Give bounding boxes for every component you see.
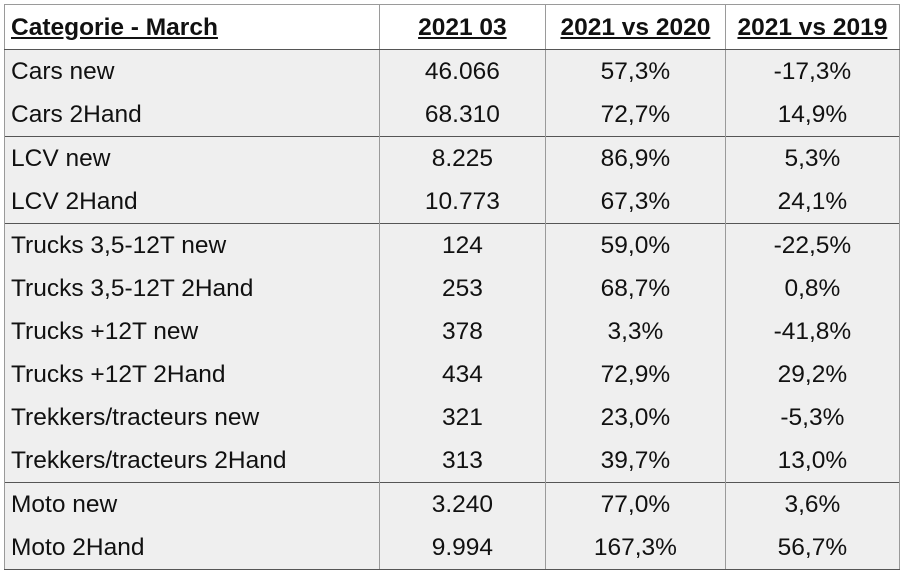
table-row: Trekkers/tracteurs 2Hand 313 39,7% 13,0% bbox=[4, 439, 900, 483]
row-label: Cars new bbox=[4, 49, 380, 93]
row-value-2021: 8.225 bbox=[378, 136, 547, 180]
row-vs-2019: 56,7% bbox=[724, 526, 900, 570]
row-label: Trucks +12T 2Hand bbox=[4, 353, 380, 396]
registrations-table: Categorie - March 2021 03 2021 vs 2020 2… bbox=[4, 4, 900, 570]
row-value-2021: 10.773 bbox=[378, 180, 547, 224]
row-label: Trucks +12T new bbox=[4, 310, 380, 353]
row-label: Cars 2Hand bbox=[4, 93, 380, 137]
row-vs-2020: 67,3% bbox=[545, 180, 726, 224]
row-vs-2020: 59,0% bbox=[545, 223, 726, 267]
row-label: Moto 2Hand bbox=[4, 526, 380, 570]
table-row: LCV 2Hand 10.773 67,3% 24,1% bbox=[4, 180, 900, 224]
header-row: Categorie - March 2021 03 2021 vs 2020 2… bbox=[4, 4, 900, 50]
row-label: Trucks 3,5-12T new bbox=[4, 223, 380, 267]
row-vs-2019: -41,8% bbox=[724, 310, 900, 353]
header-2021-03: 2021 03 bbox=[378, 4, 547, 50]
row-label: Trekkers/tracteurs new bbox=[4, 396, 380, 439]
row-vs-2020: 72,9% bbox=[545, 353, 726, 396]
table-row: Cars 2Hand 68.310 72,7% 14,9% bbox=[4, 93, 900, 137]
row-label: Trucks 3,5-12T 2Hand bbox=[4, 267, 380, 310]
row-value-2021: 378 bbox=[378, 310, 547, 353]
row-label: LCV 2Hand bbox=[4, 180, 380, 224]
row-value-2021: 434 bbox=[378, 353, 547, 396]
row-vs-2019: 5,3% bbox=[724, 136, 900, 180]
row-vs-2019: 0,8% bbox=[724, 267, 900, 310]
table-row: Trucks 3,5-12T 2Hand 253 68,7% 0,8% bbox=[4, 267, 900, 310]
table-row: Trekkers/tracteurs new 321 23,0% -5,3% bbox=[4, 396, 900, 439]
row-value-2021: 9.994 bbox=[378, 526, 547, 570]
table-row: Cars new 46.066 57,3% -17,3% bbox=[4, 49, 900, 93]
row-vs-2020: 72,7% bbox=[545, 93, 726, 137]
row-vs-2019: 24,1% bbox=[724, 180, 900, 224]
table-row: Moto new 3.240 77,0% 3,6% bbox=[4, 482, 900, 526]
row-vs-2019: -22,5% bbox=[724, 223, 900, 267]
table-row: Trucks +12T new 378 3,3% -41,8% bbox=[4, 310, 900, 353]
row-vs-2019: -17,3% bbox=[724, 49, 900, 93]
row-vs-2020: 167,3% bbox=[545, 526, 726, 570]
header-category: Categorie - March bbox=[4, 4, 380, 50]
row-vs-2019: 29,2% bbox=[724, 353, 900, 396]
table-row: Moto 2Hand 9.994 167,3% 56,7% bbox=[4, 526, 900, 570]
row-value-2021: 253 bbox=[378, 267, 547, 310]
row-vs-2020: 86,9% bbox=[545, 136, 726, 180]
table-row: LCV new 8.225 86,9% 5,3% bbox=[4, 136, 900, 180]
row-value-2021: 321 bbox=[378, 396, 547, 439]
row-vs-2020: 68,7% bbox=[545, 267, 726, 310]
table-row: Trucks 3,5-12T new 124 59,0% -22,5% bbox=[4, 223, 900, 267]
row-label: LCV new bbox=[4, 136, 380, 180]
row-value-2021: 124 bbox=[378, 223, 547, 267]
row-vs-2020: 23,0% bbox=[545, 396, 726, 439]
row-vs-2019: 3,6% bbox=[724, 482, 900, 526]
header-2021-vs-2019: 2021 vs 2019 bbox=[724, 4, 900, 50]
row-vs-2020: 57,3% bbox=[545, 49, 726, 93]
row-vs-2020: 77,0% bbox=[545, 482, 726, 526]
table-row: Trucks +12T 2Hand 434 72,9% 29,2% bbox=[4, 353, 900, 396]
row-vs-2020: 39,7% bbox=[545, 439, 726, 483]
row-value-2021: 46.066 bbox=[378, 49, 547, 93]
header-2021-vs-2020: 2021 vs 2020 bbox=[545, 4, 726, 50]
row-vs-2019: 14,9% bbox=[724, 93, 900, 137]
row-value-2021: 68.310 bbox=[378, 93, 547, 137]
row-vs-2020: 3,3% bbox=[545, 310, 726, 353]
row-label: Moto new bbox=[4, 482, 380, 526]
row-label: Trekkers/tracteurs 2Hand bbox=[4, 439, 380, 483]
row-value-2021: 313 bbox=[378, 439, 547, 483]
row-vs-2019: 13,0% bbox=[724, 439, 900, 483]
row-vs-2019: -5,3% bbox=[724, 396, 900, 439]
row-value-2021: 3.240 bbox=[378, 482, 547, 526]
